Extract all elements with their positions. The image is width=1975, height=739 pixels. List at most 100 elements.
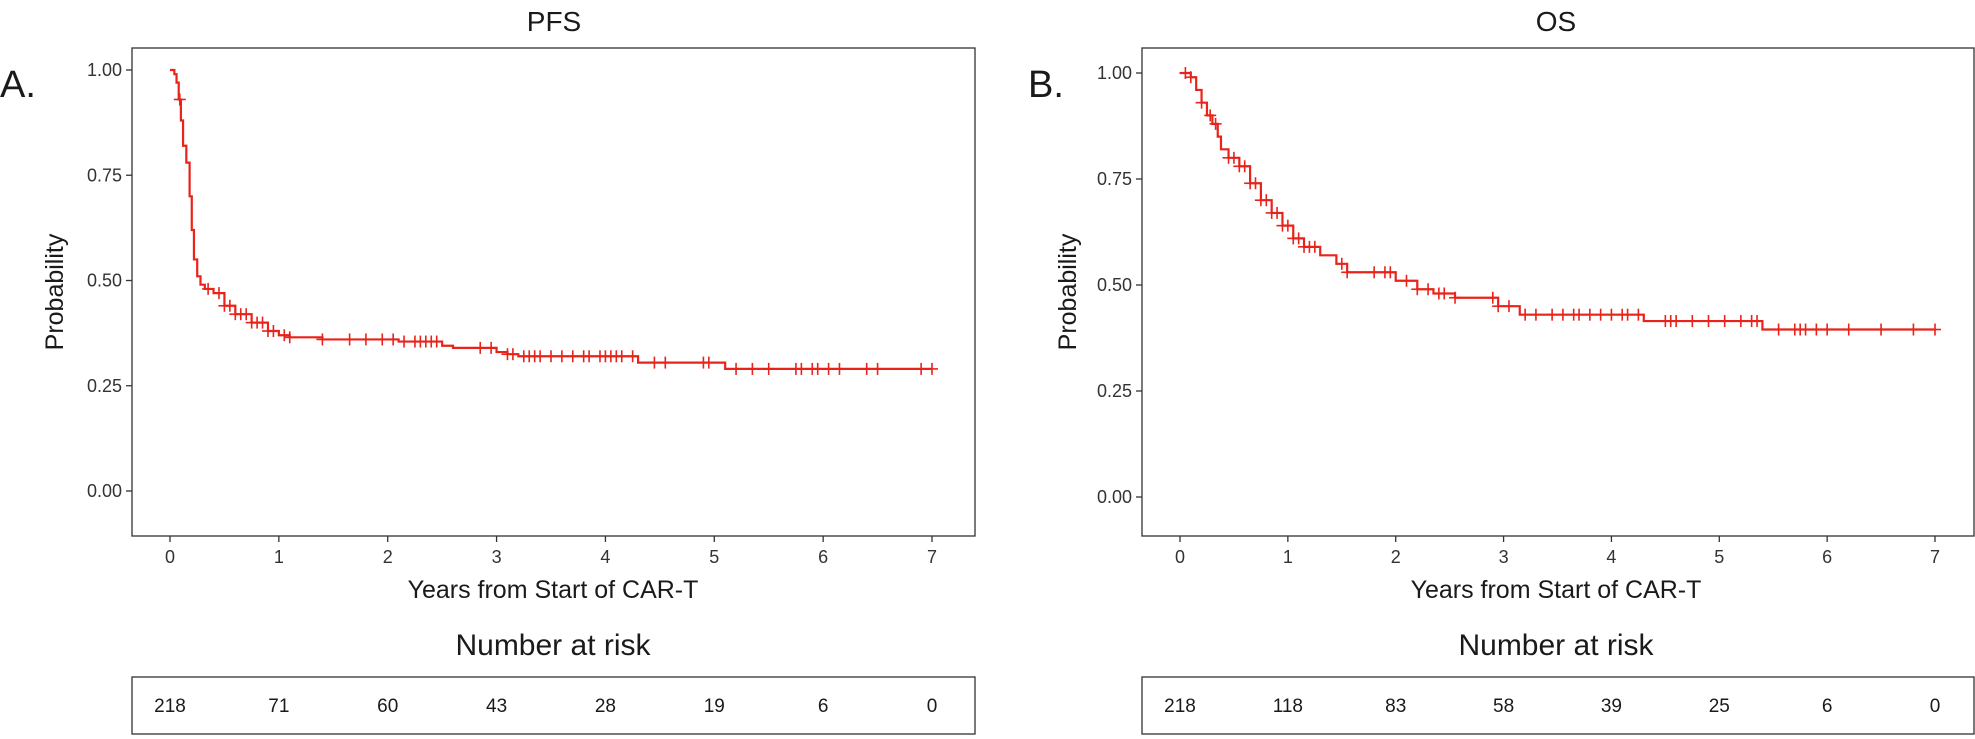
censor-mark [1799,323,1812,336]
risk-value: 28 [595,696,616,717]
censor-mark [1335,257,1348,270]
censor-mark [267,325,280,338]
censor-mark [1772,323,1785,336]
x-tick-label: 6 [1822,547,1832,567]
censor-mark [1400,274,1413,287]
censor-mark [1249,177,1262,190]
risk-value: 83 [1385,696,1406,717]
censor-mark [1438,287,1451,300]
y-tick-label: 1.00 [87,60,122,80]
censor-mark [626,350,639,363]
censor-mark [1556,308,1569,321]
panel-b-plot-frame [1141,47,1975,537]
censor-mark [1449,291,1462,304]
panel-a-plot-frame [131,47,976,537]
censor-mark [860,362,873,375]
y-tick-label: 0.50 [87,271,122,291]
censor-mark [1810,323,1823,336]
censor-mark [485,341,498,354]
panel-b-censor-marks [1179,67,1941,336]
censor-mark [659,356,672,369]
panel-a-risk-table-title: Number at risk [455,629,651,662]
censor-mark [212,287,225,300]
censor-mark [545,350,557,363]
panel-a-censor-marks [173,93,938,375]
censor-mark [1718,315,1731,328]
panel-a-x-axis: 0 1 2 3 4 5 6 7 [165,536,937,567]
censor-mark [1842,323,1855,336]
censor-mark [1209,117,1222,130]
censor-mark [387,333,400,346]
censor-mark [1875,323,1888,336]
y-tick-label: 0.75 [1097,169,1132,189]
censor-mark [1271,206,1284,219]
panel-b-risk-table-title: Number at risk [1458,629,1654,662]
censor-mark [534,350,547,363]
censor-mark [283,331,296,344]
censor-mark [833,362,846,375]
panel-a-risk-values: 218 71 60 43 28 19 6 0 [154,696,937,717]
y-tick-label: 0.50 [1097,275,1132,295]
censor-mark [730,362,743,375]
panel-b-label: B. [1028,64,1064,106]
risk-value: 0 [927,696,938,717]
x-tick-label: 1 [1283,547,1293,567]
censor-mark [1422,283,1435,296]
censor-mark [1734,315,1747,328]
censor-mark [1821,323,1834,336]
censor-mark [398,335,411,348]
panel-b-risk-values: 218 118 83 58 39 25 6 0 [1164,696,1940,717]
censor-mark [1605,308,1618,321]
censor-mark [1583,308,1596,321]
censor-mark [316,333,329,346]
censor-mark [202,282,215,295]
censor-mark [430,335,443,348]
censor-mark [1204,109,1217,122]
y-tick-label: 0.00 [1097,487,1132,507]
censor-mark [1227,151,1240,164]
y-tick-label: 1.00 [1097,63,1132,83]
risk-value: 218 [1164,696,1196,717]
x-tick-label: 4 [600,547,610,567]
censor-mark [173,93,186,106]
x-tick-label: 4 [1606,547,1616,567]
censor-mark [1929,323,1941,336]
x-tick-label: 7 [927,547,937,567]
y-tick-label: 0.00 [87,481,122,501]
risk-value: 6 [818,696,829,717]
panel-b-x-axis: 0 1 2 3 4 5 6 7 [1175,536,1940,567]
censor-mark [1368,266,1381,279]
censor-mark [1260,194,1273,207]
risk-value: 43 [486,696,507,717]
censor-mark [1384,266,1397,279]
censor-mark [1411,283,1424,296]
x-tick-label: 0 [165,547,175,567]
panel-a-y-axis: 0.00 0.25 0.50 0.75 1.00 [87,60,132,501]
censor-mark [762,362,775,375]
censor-mark [1341,266,1354,279]
risk-value: 6 [1822,696,1833,717]
censor-mark [343,333,356,346]
censor-mark [1519,308,1532,321]
censor-mark [1281,219,1294,232]
censor-mark [1502,300,1515,313]
censor-mark [1486,291,1499,304]
risk-value: 58 [1493,696,1514,717]
censor-mark [359,333,372,346]
censor-mark [1621,308,1634,321]
censor-mark [915,362,928,375]
x-tick-label: 0 [1175,547,1185,567]
censor-mark [566,350,579,363]
risk-value: 39 [1601,696,1622,717]
x-tick-label: 3 [492,547,502,567]
censor-mark [278,329,291,342]
panel-b-y-axis: 0.00 0.25 0.50 0.75 1.00 [1097,63,1142,507]
panel-a-y-axis-title: Probability [41,233,69,350]
panel-a: A. PFS 0.00 0.25 0.50 0.75 1.00 0 1 2 3 4 5 6 7 Yea… [0,6,976,735]
censor-mark [822,362,835,375]
censor-mark [256,316,269,329]
censor-mark [1529,308,1542,321]
censor-mark [376,333,389,346]
risk-value: 0 [1930,696,1941,717]
